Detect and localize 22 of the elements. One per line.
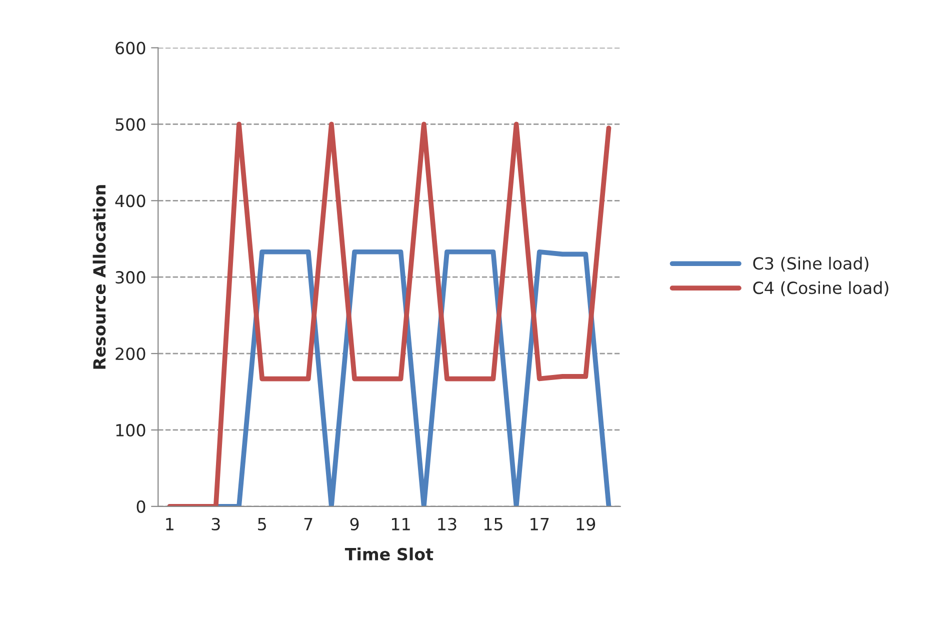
x-axis-title: Time Slot (344, 548, 434, 560)
y-tick-label: 500 (116, 118, 146, 131)
y-tick-label: 100 (116, 424, 146, 437)
x-tick-label: 1 (166, 518, 174, 530)
legend-label: C4 (Cosine load) (753, 281, 888, 296)
legend-label: C3 (Sine load) (753, 256, 868, 272)
x-tick-label: 3 (212, 518, 220, 530)
y-tick-label: 400 (115, 194, 146, 208)
y-axis-title: Resource Allocation (92, 185, 106, 369)
y-tick-label: 300 (116, 271, 146, 284)
x-tick-label: 11 (392, 518, 410, 530)
y-tick-label: 200 (116, 347, 146, 360)
x-tick-label: 9 (350, 518, 359, 530)
x-tick-label: 13 (438, 518, 456, 530)
x-tick-label: 7 (304, 518, 312, 530)
x-tick-label: 15 (484, 518, 502, 530)
line-series (167, 122, 612, 506)
y-tick-label: 600 (116, 42, 146, 54)
x-tick-label: 19 (576, 518, 596, 530)
y-tick-label: 0 (136, 500, 146, 513)
x-tick-label: 17 (530, 518, 549, 530)
x-tick-label: 5 (258, 518, 266, 530)
